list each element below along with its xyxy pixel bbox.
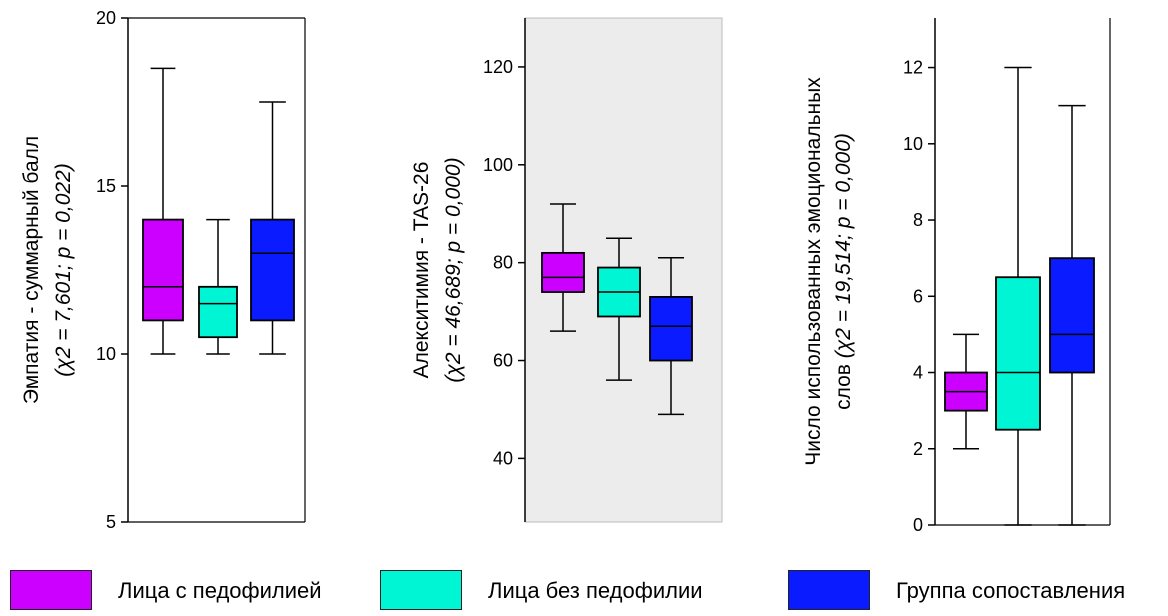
- y-tick-label-3: 10: [903, 134, 923, 154]
- y-tick-label-1: 15: [96, 176, 116, 196]
- legend-label-no-pedophilia: Лица без педофилии: [488, 578, 703, 603]
- y-tick-label-3: 0: [913, 515, 923, 535]
- y-tick-label-3: 8: [913, 210, 923, 230]
- y-axis-label-2: Алекситимия - TAS-26: [410, 162, 433, 379]
- y-tick-label-3: 4: [913, 363, 923, 383]
- legend-swatch-comparison: [788, 570, 870, 610]
- box-3-3: [1049, 257, 1095, 374]
- y-tick-label-2: 40: [493, 448, 513, 468]
- box-1-3: [250, 218, 295, 322]
- y-axis-label-1: Эмпатия - суммарный балл: [20, 136, 43, 404]
- box-2-1: [541, 251, 585, 293]
- y-axis-stat-1: (χ2 = 7,601; p = 0,022): [52, 163, 75, 376]
- y-tick-label-1: 20: [96, 8, 116, 28]
- box-2-3: [649, 296, 693, 362]
- legend-swatch-no-pedophilia: [380, 570, 462, 610]
- y-tick-label-1: 10: [96, 344, 116, 364]
- y-tick-label-3: 12: [903, 58, 923, 78]
- legend-swatch-pedophilia: [10, 570, 92, 610]
- y-tick-label-3: 6: [913, 286, 923, 306]
- y-tick-label-2: 120: [483, 57, 513, 77]
- y-tick-label-3: 2: [913, 439, 923, 459]
- y-axis-stat-3: слов (χ2 = 19,514; p = 0,000): [832, 133, 855, 410]
- y-axis-label-3: Число использованных эмоциональных: [802, 77, 825, 466]
- legend-label-comparison: Группа сопоставления: [896, 578, 1126, 603]
- y-axis-stat-2: (χ2 = 46,689; p = 0,000): [442, 157, 465, 382]
- y-tick-label-2: 100: [483, 155, 513, 175]
- box-1-1: [142, 218, 184, 322]
- y-tick-label-2: 60: [493, 351, 513, 371]
- legend-label-pedophilia: Лица с педофилией: [118, 578, 322, 603]
- box-1-2: [198, 285, 238, 339]
- box-3-2: [995, 276, 1041, 431]
- y-tick-label-1: 5: [106, 512, 116, 532]
- y-tick-label-2: 80: [493, 253, 513, 273]
